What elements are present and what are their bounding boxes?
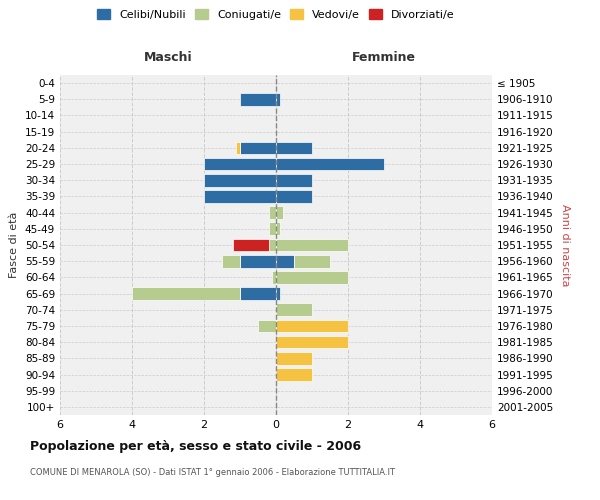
Bar — [276, 222, 280, 235]
Bar — [276, 352, 312, 364]
Bar — [276, 271, 348, 283]
Text: COMUNE DI MENAROLA (SO) - Dati ISTAT 1° gennaio 2006 - Elaborazione TUTTITALIA.I: COMUNE DI MENAROLA (SO) - Dati ISTAT 1° … — [30, 468, 395, 477]
Bar — [276, 320, 348, 332]
Y-axis label: Anni di nascita: Anni di nascita — [560, 204, 570, 286]
Y-axis label: Fasce di età: Fasce di età — [10, 212, 19, 278]
Bar — [276, 238, 348, 252]
Bar — [276, 158, 384, 170]
Text: Popolazione per età, sesso e stato civile - 2006: Popolazione per età, sesso e stato civil… — [30, 440, 361, 453]
Bar — [204, 174, 276, 186]
Bar — [276, 336, 348, 348]
Bar — [276, 304, 312, 316]
Bar — [276, 174, 312, 186]
Bar — [276, 206, 283, 219]
Bar — [269, 206, 276, 219]
Bar — [276, 142, 312, 154]
Bar — [222, 255, 240, 268]
Bar — [236, 142, 240, 154]
Bar — [272, 271, 276, 283]
Bar — [204, 190, 276, 202]
Bar — [258, 320, 276, 332]
Bar — [204, 158, 276, 170]
Bar — [240, 142, 276, 154]
Bar — [240, 288, 276, 300]
Bar — [276, 190, 312, 202]
Bar — [276, 255, 294, 268]
Bar — [132, 288, 240, 300]
Text: Maschi: Maschi — [143, 52, 193, 64]
Bar — [276, 93, 280, 106]
Bar — [269, 222, 276, 235]
Bar — [276, 368, 312, 381]
Bar — [240, 255, 276, 268]
Bar — [269, 238, 276, 252]
Text: Femmine: Femmine — [352, 52, 416, 64]
Bar — [276, 288, 280, 300]
Bar — [233, 238, 269, 252]
Bar — [294, 255, 330, 268]
Legend: Celibi/Nubili, Coniugati/e, Vedovi/e, Divorziati/e: Celibi/Nubili, Coniugati/e, Vedovi/e, Di… — [93, 5, 459, 24]
Bar — [240, 93, 276, 106]
